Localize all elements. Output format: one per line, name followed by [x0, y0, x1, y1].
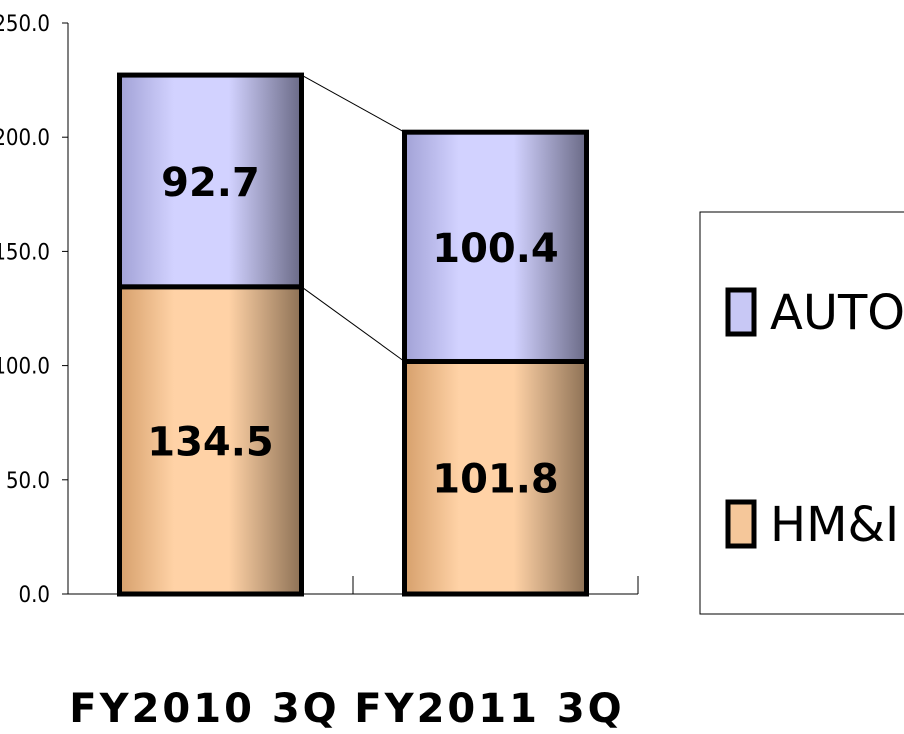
bars	[117, 72, 589, 597]
legend-label: HM&I	[770, 497, 899, 553]
legend-swatch-auto	[725, 287, 757, 337]
data-label: 100.4	[432, 226, 559, 272]
y-tick-label: 0.0	[19, 583, 50, 608]
bar-segment-auto	[402, 129, 589, 364]
series-connector-line	[301, 74, 405, 133]
y-tick-label: 200.0	[0, 126, 50, 151]
legend-box	[699, 211, 904, 615]
legend-label: AUTO	[770, 285, 904, 341]
legend-swatch-hm-i	[725, 499, 757, 549]
connector-lines	[301, 74, 405, 362]
axis-layer: 0.0 50.0 100.0 150.0 200.0 250.0	[0, 12, 639, 608]
series-connector-line	[301, 286, 405, 362]
data-label: 101.8	[432, 457, 559, 503]
legend: AUTO HM&I	[699, 211, 904, 615]
y-tick-label: 250.0	[0, 12, 50, 37]
bar-segment-auto	[117, 72, 304, 290]
y-tick-label: 100.0	[0, 355, 50, 380]
bar-segment-hm-i	[117, 284, 304, 597]
data-label: 92.7	[161, 160, 260, 206]
category-label: FY2010 3Q	[69, 686, 339, 732]
y-tick-label: 150.0	[0, 240, 50, 265]
y-tick-label: 50.0	[6, 469, 50, 494]
category-labels: FY2010 3Q FY2011 3Q	[69, 686, 624, 732]
bar-segment-hm-i	[402, 358, 589, 597]
category-label: FY2011 3Q	[354, 686, 624, 732]
legend-items: AUTO HM&I	[725, 285, 904, 553]
data-labels: 134.5 92.7 101.8 100.4	[147, 160, 559, 503]
data-label: 134.5	[147, 419, 274, 465]
